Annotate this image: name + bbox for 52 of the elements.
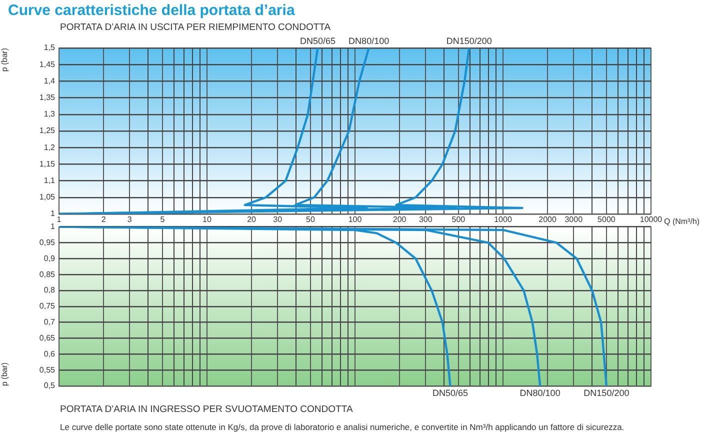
x-tick-label: 100 <box>348 215 362 224</box>
x-tick-label: 30 <box>273 215 283 224</box>
y-tick-label: 0,8 <box>44 286 56 295</box>
y-tick-label: 1,25 <box>39 126 56 136</box>
y-axis-title: p (bar) <box>0 48 10 72</box>
x-tick-label: 1 <box>56 215 62 224</box>
x-tick-label: 10000 <box>640 215 663 224</box>
series-label: DN150/200 <box>584 388 630 398</box>
y-tick-label: 1,3 <box>44 110 56 119</box>
y-axis-title: p (bar) <box>0 362 10 386</box>
chart-title: Curve caratteristiche della portata d’aria <box>8 2 295 19</box>
y-tick-label: 0,5 <box>44 381 56 390</box>
series-label: DN80/100 <box>520 388 560 398</box>
text: PORTATA D’ARIA IN INGRESSO PER SVUOTAMENTO CONDOTTA <box>60 404 353 415</box>
x-tick-label: 500 <box>452 215 466 224</box>
y-tick-label: 0,75 <box>39 302 56 311</box>
y-tick-label: 0,9 <box>44 254 56 263</box>
x-tick-label: 2 <box>101 215 106 224</box>
x-tick-label: 10 <box>202 215 212 224</box>
series-label: DN80/100 <box>348 36 390 46</box>
text: Le curve delle portate sono state ottenute in Kg/s, da prove di laboratorio e analisi numeriche, e convertite in Nm³/h applicando un fattore di sicurezza. <box>60 422 624 432</box>
y-tick-label: 0,6 <box>44 349 56 358</box>
x-tick-label: 50 <box>306 215 316 224</box>
x-tick-label: 3 <box>127 215 132 224</box>
series-label: DN50/65 <box>432 388 468 398</box>
y-tick-label: 1,5 <box>44 43 56 52</box>
y-tick-label: 0,85 <box>39 270 56 279</box>
x-tick-label: 200 <box>392 215 407 224</box>
chart-subtitle: PORTATA D’ARIA IN USCITA PER RIEMPIMENTO CONDOTTA <box>60 22 331 33</box>
y-tick-label: 1,45 <box>39 60 56 69</box>
series-label: DN50/65 <box>300 36 336 46</box>
series-label: DN150/200 <box>446 36 492 46</box>
y-tick-label: 1,4 <box>44 76 56 86</box>
y-tick-label: 0,7 <box>44 318 56 327</box>
y-tick-label: 1,1 <box>44 176 56 186</box>
y-tick-label: 1 <box>50 209 56 218</box>
x-tick-label: 3000 <box>564 215 584 224</box>
x-tick-label: 5 <box>160 215 166 224</box>
x-tick-label: 1000 <box>494 215 512 224</box>
x-tick-label: 300 <box>418 215 433 224</box>
x-axis-title: Q (Nm³/h) <box>664 217 700 226</box>
x-tick-label: 2000 <box>538 215 557 224</box>
y-tick-label: 1,2 <box>44 142 56 152</box>
y-tick-label: 1,05 <box>39 192 56 202</box>
y-tick-label: 0,55 <box>39 365 56 374</box>
y-tick-label: 1 <box>50 222 56 232</box>
y-tick-label: 0,95 <box>39 238 56 247</box>
y-tick-label: 1,35 <box>39 93 56 102</box>
x-tick-label: 20 <box>247 215 257 224</box>
x-tick-label: 5000 <box>598 215 616 224</box>
y-tick-label: 0,65 <box>39 333 56 342</box>
y-tick-label: 1,15 <box>39 159 56 168</box>
